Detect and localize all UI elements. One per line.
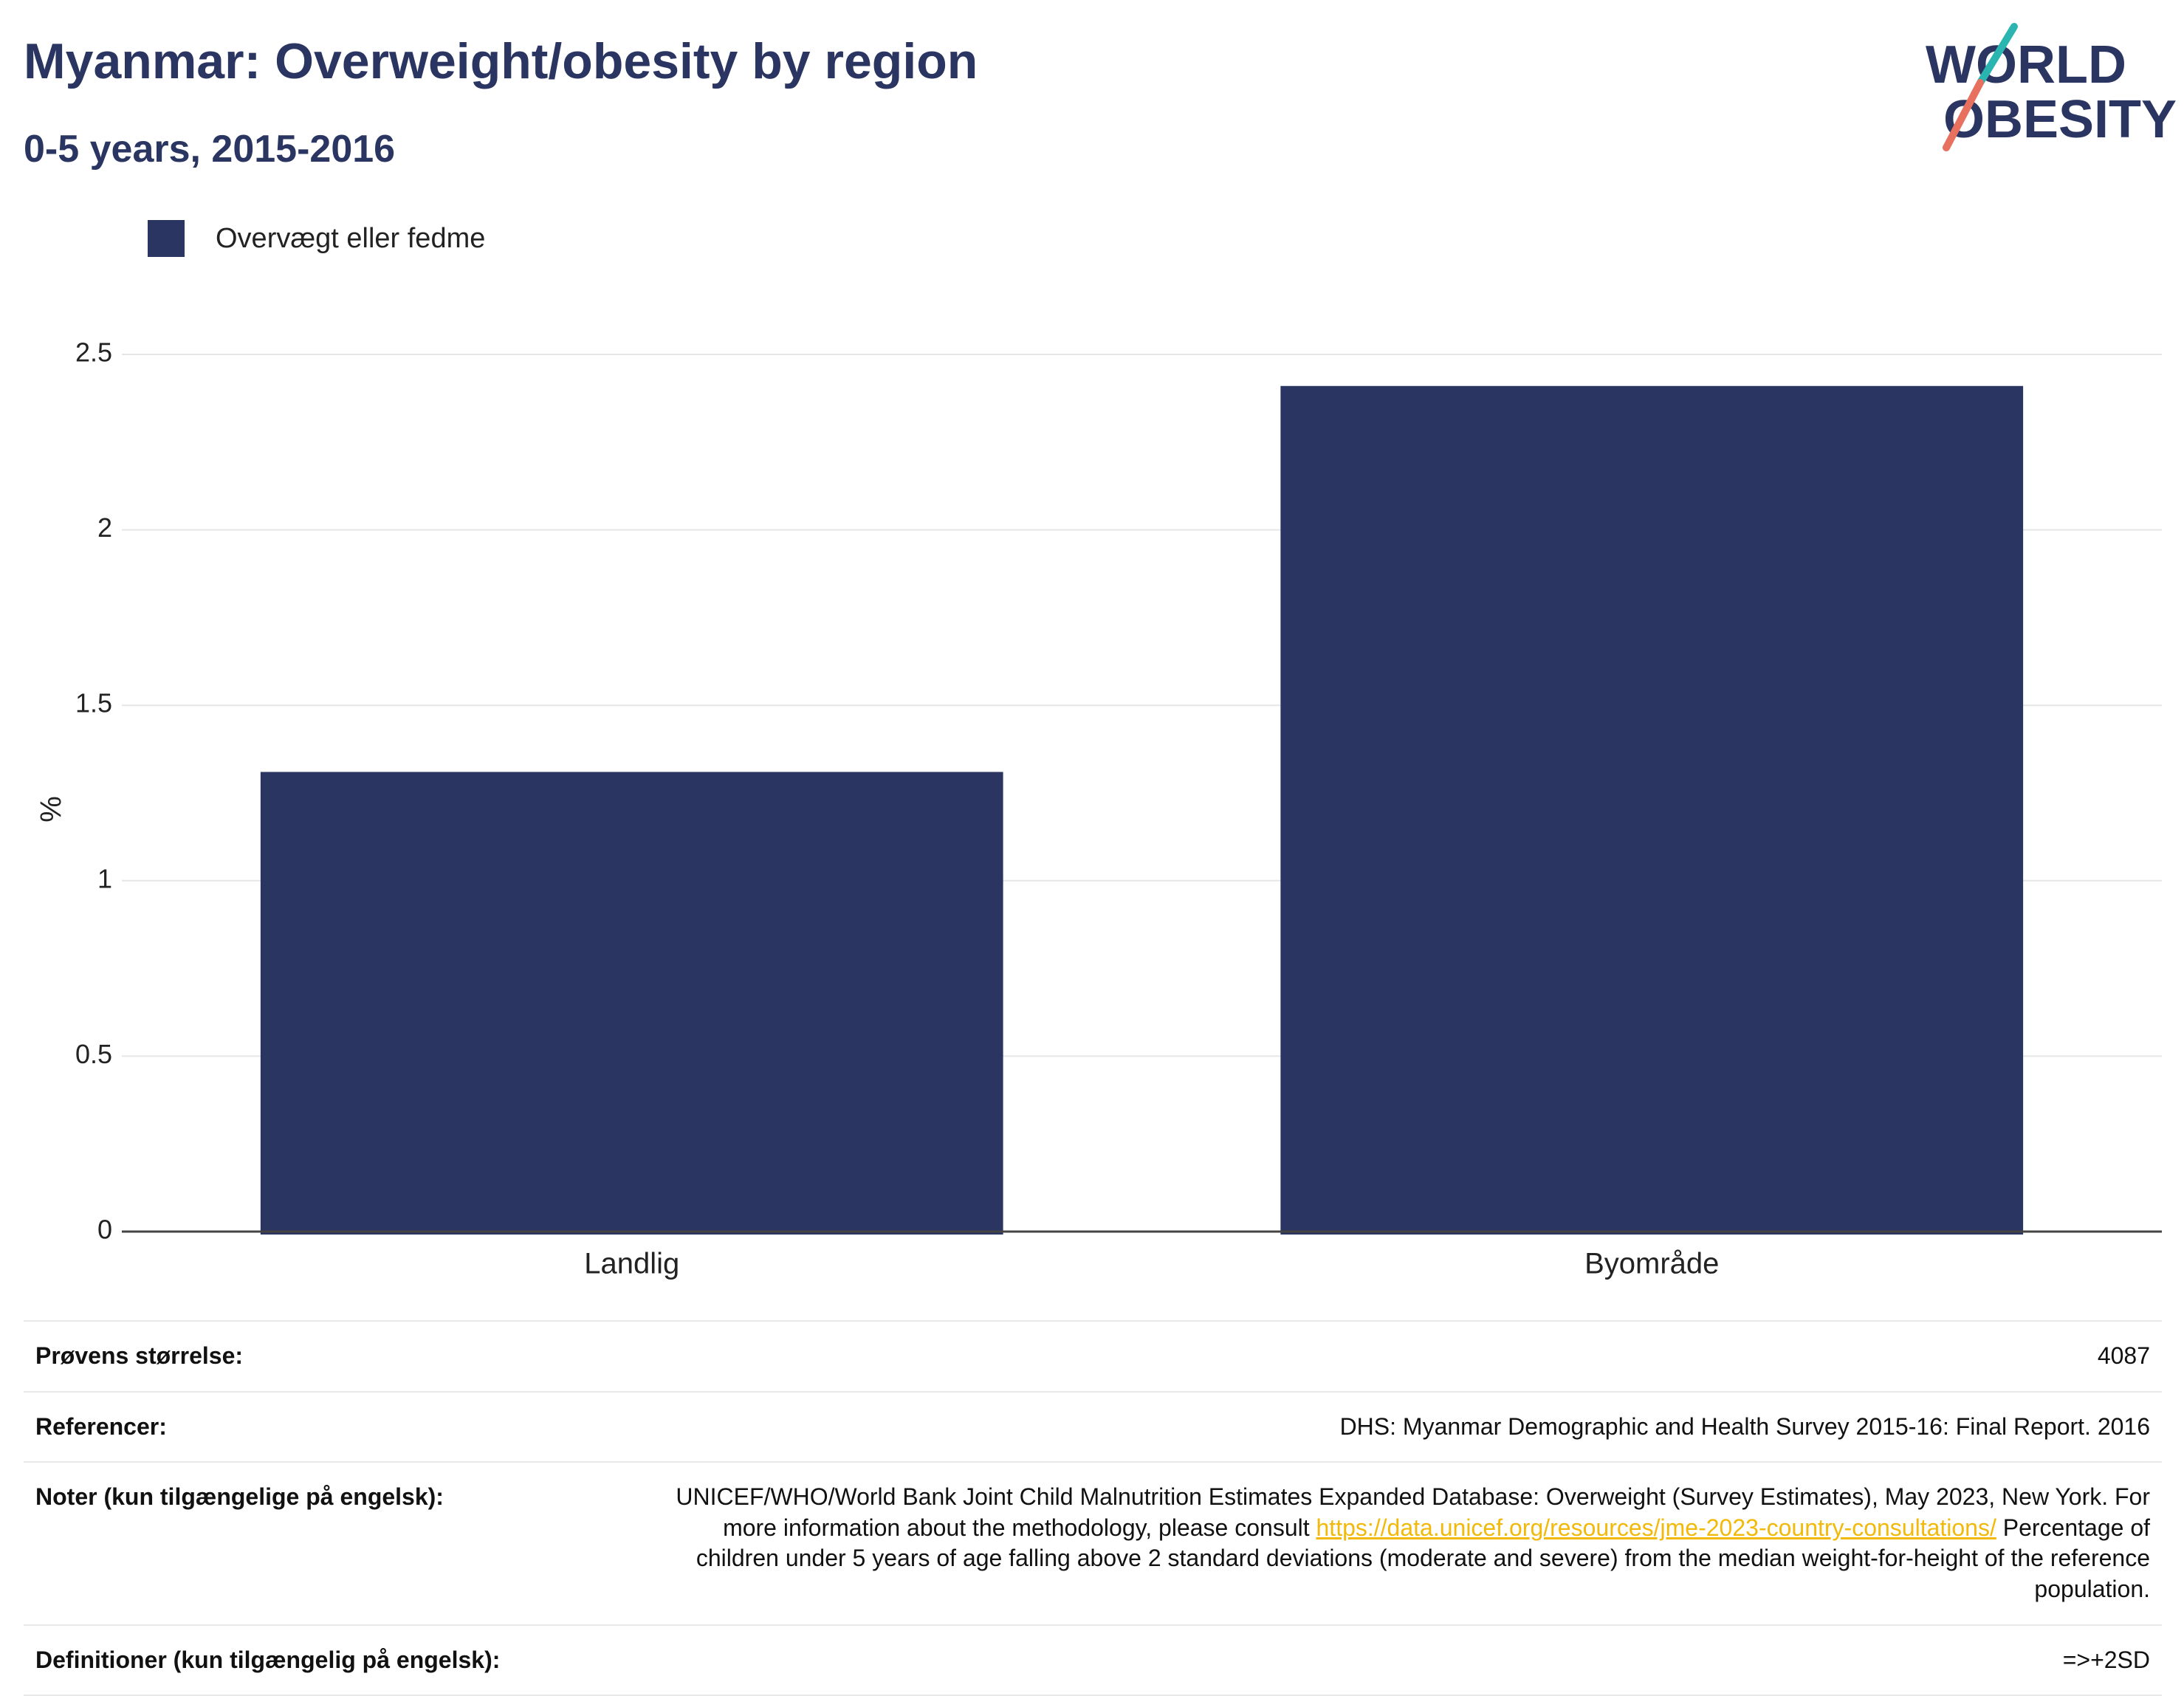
bar-Byområde — [1280, 385, 2024, 1235]
x-tick-label: Landlig — [584, 1248, 679, 1280]
legend-swatch — [148, 220, 185, 257]
bar-Landlig — [260, 772, 1003, 1235]
definitions-value: =>+2SD — [623, 1624, 2162, 1696]
sample-size-label: Prøvens størrelse: — [24, 1320, 623, 1393]
definitions-label: Definitioner (kun tilgængelig på engelsk… — [24, 1624, 623, 1696]
sample-size-value: 4087 — [623, 1320, 2162, 1393]
references-label: Referencer: — [24, 1390, 623, 1463]
y-tick-label: 1 — [97, 863, 112, 893]
y-axis-label: % — [35, 796, 68, 823]
notes-value: UNICEF/WHO/World Bank Joint Child Malnut… — [623, 1461, 2162, 1626]
notes-label: Noter (kun tilgængelige på engelsk): — [24, 1461, 623, 1626]
details-table: Prøvens størrelse: 4087 Referencer: DHS:… — [24, 1320, 2162, 1696]
world-obesity-logo: WORLD OBESITY — [1926, 23, 2177, 151]
details-row-sample-size: Prøvens størrelse: 4087 — [24, 1320, 2162, 1393]
y-tick-label: 2 — [97, 512, 112, 543]
y-tick-label: 0.5 — [75, 1039, 112, 1069]
logo-line1: WORLD — [1926, 35, 2126, 95]
details-row-references: Referencer: DHS: Myanmar Demographic and… — [24, 1390, 2162, 1463]
y-tick-label: 1.5 — [75, 688, 112, 718]
bar-layer — [260, 385, 2024, 1235]
references-value: DHS: Myanmar Demographic and Health Surv… — [623, 1390, 2162, 1463]
notes-text-before-link: UNICEF/WHO/World Bank Joint Child Malnut… — [676, 1483, 2150, 1541]
x-tick-label: Byområde — [1584, 1248, 1719, 1280]
notes-link[interactable]: https://data.unicef.org/resources/jme-20… — [1316, 1514, 1996, 1541]
notes-text-after-link: Percentage of children under 5 years of … — [696, 1514, 2150, 1602]
bar-chart: 0 0.5 1 1.5 2 2.5 Landlig Byområde % — [35, 337, 2162, 1280]
axis-layer: 0 0.5 1 1.5 2 2.5 Landlig Byområde — [75, 337, 2162, 1280]
chart-title: Myanmar: Overweight/obesity by region — [24, 33, 978, 89]
y-tick-label: 0 — [97, 1215, 112, 1245]
chart-subtitle: 0-5 years, 2015-2016 — [24, 128, 396, 171]
chart-legend: Overvægt eller fedme — [148, 220, 485, 257]
details-row-notes: Noter (kun tilgængelige på engelsk): UNI… — [24, 1461, 2162, 1626]
logo-slash-top — [1977, 23, 2018, 86]
logo-slash-bottom — [1943, 79, 1984, 151]
logo-line2: OBESITY — [1943, 90, 2177, 149]
legend-label: Overvægt eller fedme — [216, 222, 486, 254]
y-tick-label: 2.5 — [75, 337, 112, 368]
details-row-definitions: Definitioner (kun tilgængelig på engelsk… — [24, 1624, 2162, 1696]
